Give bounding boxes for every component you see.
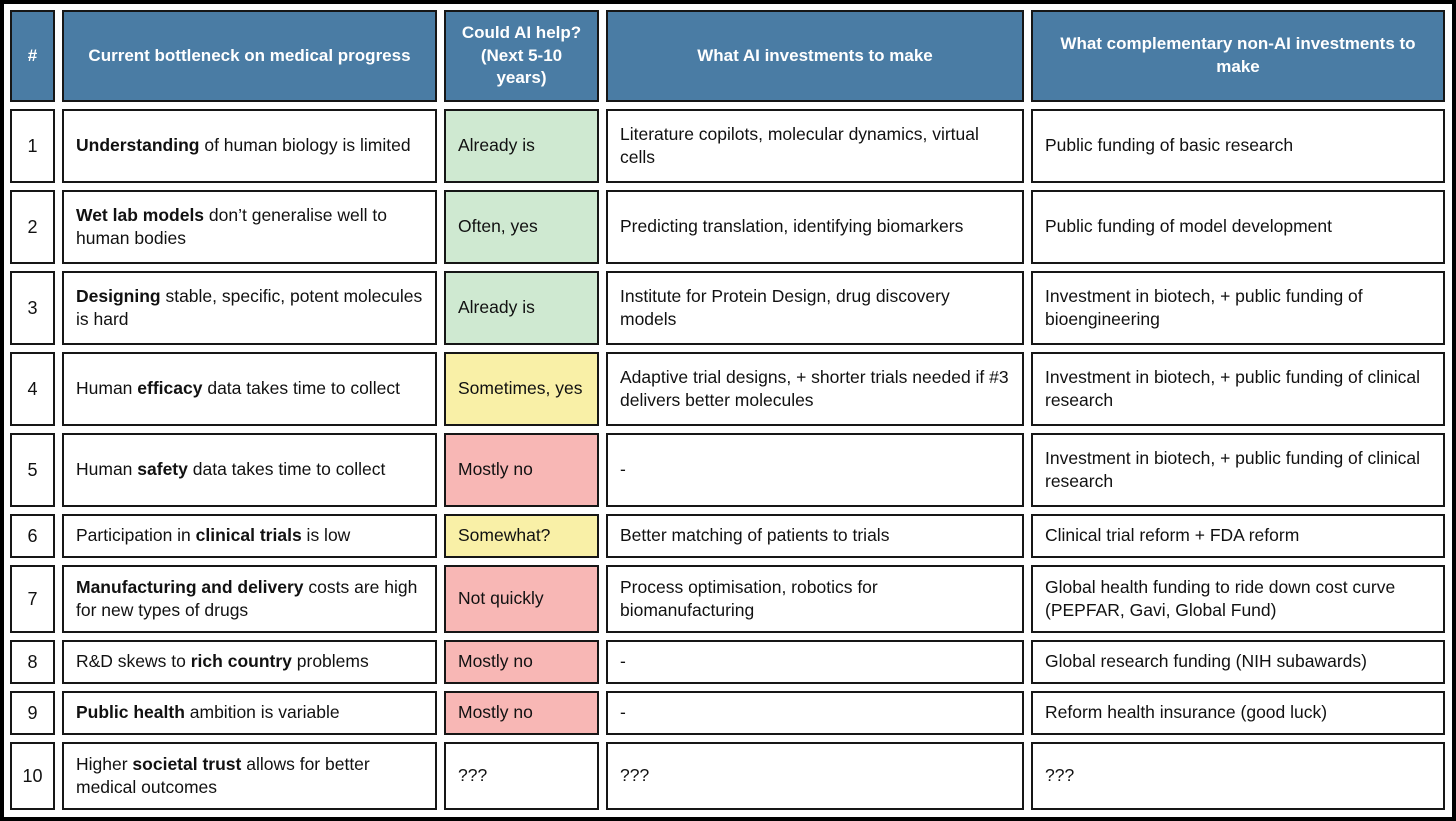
non-ai-investments-cell: Investment in biotech, + public funding … bbox=[1031, 271, 1445, 345]
ai-investments-cell: Process optimisation, robotics for bioma… bbox=[606, 565, 1024, 633]
non-ai-investments-cell: Global research funding (NIH subawards) bbox=[1031, 640, 1445, 684]
ai-help-cell: Not quickly bbox=[444, 565, 599, 633]
row-number-cell: 7 bbox=[10, 565, 55, 633]
ai-investments-cell: - bbox=[606, 433, 1024, 507]
ai-investments-cell: Better matching of patients to trials bbox=[606, 514, 1024, 558]
header-ai-help: Could AI help? (Next 5-10 years) bbox=[444, 10, 599, 102]
ai-help-cell: Mostly no bbox=[444, 640, 599, 684]
ai-investments-cell: ??? bbox=[606, 742, 1024, 810]
bottleneck-cell: R&D skews to rich country problems bbox=[62, 640, 437, 684]
bottleneck-cell: Human safety data takes time to collect bbox=[62, 433, 437, 507]
ai-help-cell: ??? bbox=[444, 742, 599, 810]
ai-help-cell: Already is bbox=[444, 109, 599, 183]
ai-investments-cell: Adaptive trial designs, + shorter trials… bbox=[606, 352, 1024, 426]
ai-investments-cell: Institute for Protein Design, drug disco… bbox=[606, 271, 1024, 345]
non-ai-investments-cell: Global health funding to ride down cost … bbox=[1031, 565, 1445, 633]
row-number-cell: 1 bbox=[10, 109, 55, 183]
non-ai-investments-cell: ??? bbox=[1031, 742, 1445, 810]
bottleneck-cell: Manufacturing and delivery costs are hig… bbox=[62, 565, 437, 633]
non-ai-investments-cell: Investment in biotech, + public funding … bbox=[1031, 352, 1445, 426]
row-number-cell: 4 bbox=[10, 352, 55, 426]
row-number-cell: 3 bbox=[10, 271, 55, 345]
ai-investments-cell: Literature copilots, molecular dynamics,… bbox=[606, 109, 1024, 183]
ai-help-cell: Mostly no bbox=[444, 691, 599, 735]
bottleneck-cell: Participation in clinical trials is low bbox=[62, 514, 437, 558]
header-bottleneck: Current bottleneck on medical progress bbox=[62, 10, 437, 102]
row-number-cell: 9 bbox=[10, 691, 55, 735]
ai-investments-cell: - bbox=[606, 640, 1024, 684]
row-number-cell: 6 bbox=[10, 514, 55, 558]
ai-help-cell: Mostly no bbox=[444, 433, 599, 507]
row-number-cell: 8 bbox=[10, 640, 55, 684]
bottleneck-cell: Understanding of human biology is limite… bbox=[62, 109, 437, 183]
ai-help-cell: Sometimes, yes bbox=[444, 352, 599, 426]
row-number-cell: 5 bbox=[10, 433, 55, 507]
non-ai-investments-cell: Public funding of basic research bbox=[1031, 109, 1445, 183]
ai-help-cell: Often, yes bbox=[444, 190, 599, 264]
ai-investments-cell: - bbox=[606, 691, 1024, 735]
header-number: # bbox=[10, 10, 55, 102]
row-number-cell: 10 bbox=[10, 742, 55, 810]
row-number-cell: 2 bbox=[10, 190, 55, 264]
header-non-ai-investments: What complementary non-AI investments to… bbox=[1031, 10, 1445, 102]
bottleneck-cell: Public health ambition is variable bbox=[62, 691, 437, 735]
bottleneck-cell: Higher societal trust allows for better … bbox=[62, 742, 437, 810]
bottleneck-cell: Designing stable, specific, potent molec… bbox=[62, 271, 437, 345]
non-ai-investments-cell: Reform health insurance (good luck) bbox=[1031, 691, 1445, 735]
ai-investments-cell: Predicting translation, identifying biom… bbox=[606, 190, 1024, 264]
bottleneck-table: # Current bottleneck on medical progress… bbox=[10, 10, 1446, 810]
non-ai-investments-cell: Clinical trial reform + FDA reform bbox=[1031, 514, 1445, 558]
non-ai-investments-cell: Public funding of model development bbox=[1031, 190, 1445, 264]
ai-help-cell: Somewhat? bbox=[444, 514, 599, 558]
header-ai-investments: What AI investments to make bbox=[606, 10, 1024, 102]
bottleneck-cell: Wet lab models don’t generalise well to … bbox=[62, 190, 437, 264]
non-ai-investments-cell: Investment in biotech, + public funding … bbox=[1031, 433, 1445, 507]
ai-help-cell: Already is bbox=[444, 271, 599, 345]
bottleneck-cell: Human efficacy data takes time to collec… bbox=[62, 352, 437, 426]
